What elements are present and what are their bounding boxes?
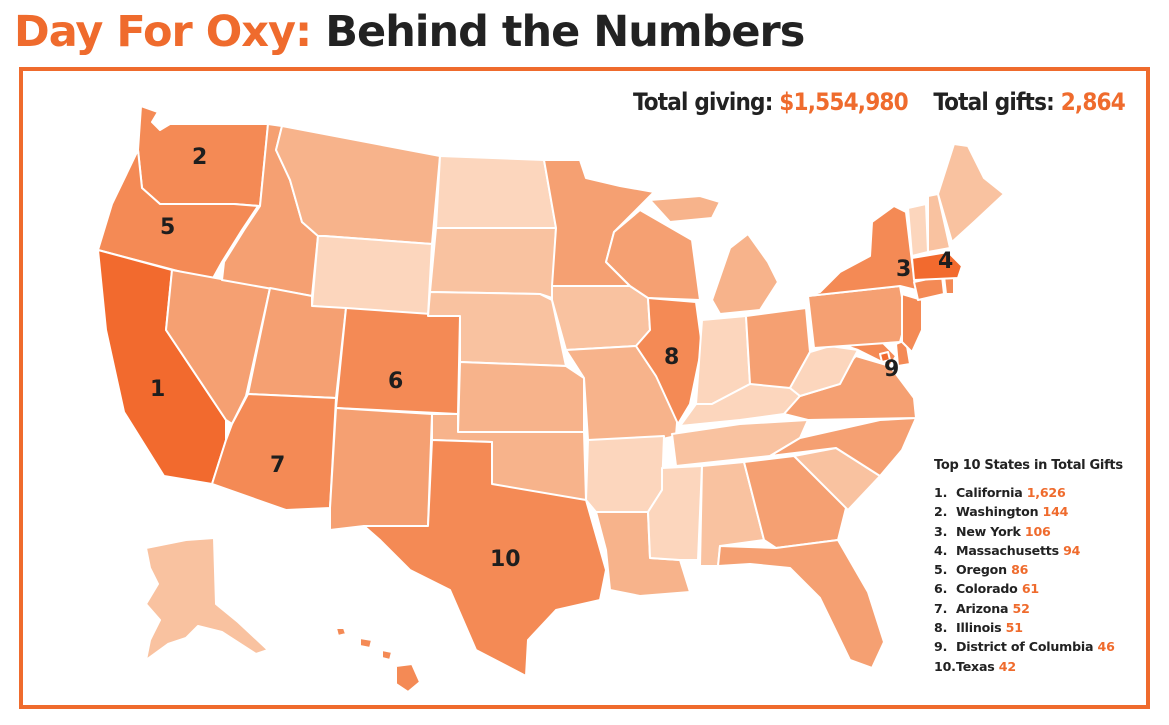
legend-rank: 2.: [934, 504, 948, 520]
state-texas: [363, 439, 607, 677]
legend-count: 52: [1012, 600, 1030, 616]
page-title: Day For Oxy: Behind the Numbers: [14, 6, 805, 58]
legend-item: 2. Washington 144: [934, 502, 1144, 521]
rank-label-5: 5: [160, 215, 175, 240]
state-north-carolina: [769, 417, 917, 477]
title-main: Behind the Numbers: [325, 7, 805, 57]
state-arkansas: [585, 435, 665, 513]
state-district-of-columbia: [879, 351, 891, 363]
total-giving-value: $1,554,980: [779, 88, 908, 116]
legend-state: Massachusetts: [956, 542, 1059, 558]
rank-label-2: 2: [192, 145, 207, 170]
state-colorado: [335, 307, 461, 415]
total-gifts-label: Total gifts:: [933, 88, 1054, 116]
state-vermont: [907, 203, 929, 257]
state-massachusetts: [911, 251, 963, 281]
legend-rank: 9.: [934, 639, 948, 655]
legend-rank: 3.: [934, 523, 948, 539]
state-oregon: [97, 149, 259, 281]
total-gifts-value: 2,864: [1060, 88, 1126, 116]
legend-count: 144: [1042, 504, 1069, 520]
state-florida: [717, 539, 885, 669]
content-frame: [19, 67, 1150, 709]
legend-count: 1,626: [1026, 485, 1066, 500]
legend-state: Illinois: [956, 620, 1002, 636]
legend-count: 106: [1024, 523, 1051, 539]
legend-count: 51: [1005, 620, 1023, 636]
legend-count: 46: [1097, 639, 1115, 655]
state-alaska: [145, 537, 269, 661]
legend-item: 8. Illinois 51: [934, 618, 1144, 637]
state-wisconsin: [605, 209, 701, 301]
legend-count: 61: [1021, 581, 1039, 597]
legend-rank: 8.: [934, 620, 948, 636]
rank-label-8: 8: [664, 345, 679, 370]
total-giving-label: Total giving:: [632, 88, 773, 116]
state-new-york: [807, 205, 917, 297]
title-accent: Day For Oxy:: [14, 7, 312, 57]
legend-rank: 6.: [934, 581, 948, 597]
state-south-dakota: [429, 227, 557, 299]
state-new-jersey: [901, 293, 923, 353]
legend-state: Texas: [956, 658, 995, 674]
legend-rank: 5.: [934, 562, 948, 578]
legend-count: 86: [1011, 562, 1029, 578]
legend-state: New York: [956, 523, 1021, 539]
top-states-legend: Top 10 States in Total Gifts 1. Californi…: [934, 458, 1144, 676]
legend-count: 42: [998, 658, 1016, 674]
legend-item: 6. Colorado 61: [934, 579, 1144, 598]
state-kansas: [457, 361, 585, 433]
legend-item: 3. New York 106: [934, 522, 1144, 541]
legend-rank: 10.: [934, 658, 956, 674]
legend-item: 5. Oregon 86: [934, 560, 1144, 579]
state-hawaii: [335, 627, 421, 693]
rank-label-6: 6: [388, 369, 403, 394]
legend-state: Colorado: [956, 581, 1018, 597]
legend-count: 94: [1063, 542, 1081, 558]
legend-state: California: [956, 485, 1023, 500]
state-illinois: [635, 297, 703, 425]
legend-state: Oregon: [956, 562, 1007, 578]
legend-item: 10.Texas 42: [934, 657, 1144, 676]
rank-label-1: 1: [150, 377, 165, 402]
legend-item: 9. District of Columbia 46: [934, 637, 1144, 656]
legend-item: 4. Massachusetts 94: [934, 541, 1144, 560]
legend-item: 7. Arizona 52: [934, 599, 1144, 618]
state-iowa: [551, 285, 651, 351]
legend-rank: 4.: [934, 542, 948, 558]
legend-item: 1. California 1,626: [934, 483, 1144, 502]
legend-state: District of Columbia: [956, 639, 1094, 655]
state-new-hampshire: [927, 193, 951, 253]
state-maine: [937, 143, 1005, 243]
totals-bar: Total giving: $1,554,980 Total gifts: 2,…: [632, 88, 1126, 116]
rank-label-9: 9: [884, 357, 899, 382]
legend-list: 1. California 1,626 2. Washington 144 3. Ne…: [934, 483, 1144, 676]
rank-label-3: 3: [896, 257, 911, 282]
state-michigan: [649, 195, 779, 315]
legend-rank: 1.: [934, 485, 948, 500]
rank-label-7: 7: [270, 453, 285, 478]
legend-state: Arizona: [956, 600, 1009, 616]
rank-label-4: 4: [938, 249, 953, 274]
legend-rank: 7.: [934, 600, 948, 616]
rank-label-10: 10: [490, 547, 521, 572]
legend-state: Washington: [956, 504, 1039, 520]
state-north-dakota: [435, 155, 557, 229]
state-wyoming: [311, 235, 433, 317]
legend-title: Top 10 States in Total Gifts: [934, 458, 1123, 473]
state-new-mexico: [329, 407, 433, 531]
